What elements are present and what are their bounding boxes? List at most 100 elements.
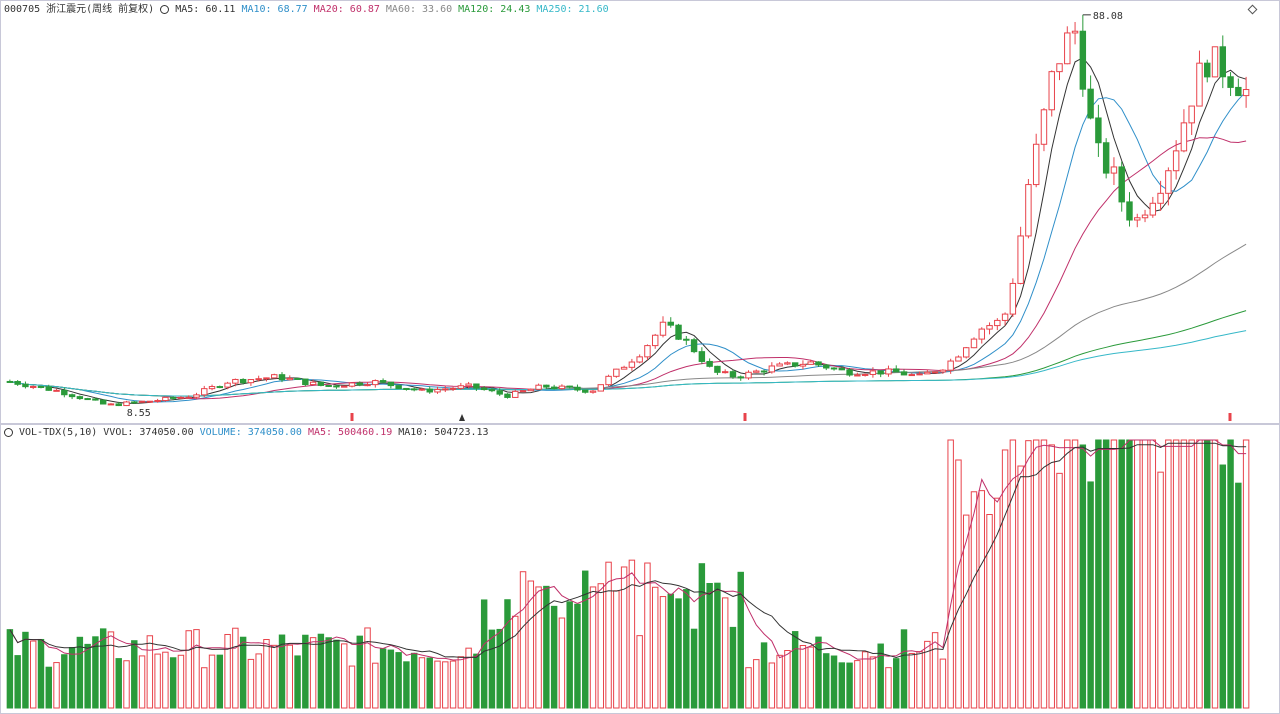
- candle-body: [14, 381, 21, 385]
- volume-bar: [185, 630, 192, 709]
- volume-bar: [488, 629, 496, 709]
- volume-bar: [302, 634, 309, 709]
- candle-body: [986, 325, 993, 330]
- candle-body: [1071, 30, 1079, 34]
- candle-body: [201, 388, 208, 396]
- volume-bar: [1219, 464, 1227, 709]
- candle-body: [776, 363, 783, 367]
- candle-body: [535, 384, 542, 390]
- volume-bar: [1009, 439, 1017, 709]
- candle-body: [955, 356, 962, 362]
- event-arrow-marker: [459, 414, 465, 421]
- candle-body: [1134, 217, 1141, 221]
- candle-body: [115, 403, 122, 407]
- candle-body: [99, 399, 107, 405]
- candle-body: [1227, 76, 1234, 88]
- candle-body: [1180, 122, 1188, 152]
- candle-body: [449, 387, 457, 390]
- candle-body: [830, 367, 838, 370]
- candle-body: [1149, 202, 1157, 216]
- candle-body: [224, 382, 231, 388]
- candle-body: [519, 390, 527, 393]
- candle-body: [1009, 282, 1017, 315]
- candle-body: [61, 389, 68, 396]
- candle-body: [162, 396, 169, 402]
- volume-bar: [644, 562, 651, 709]
- volume-bar: [1095, 439, 1102, 709]
- volume-bar: [84, 643, 91, 709]
- volume-bar: [714, 582, 721, 709]
- candle-body: [76, 396, 84, 400]
- ma-legend-4: MA120: 24.43: [458, 4, 531, 15]
- volume-bar: [970, 491, 978, 709]
- candle-body: [784, 362, 791, 365]
- volume-bar: [1141, 439, 1149, 709]
- candle-body: [1204, 62, 1211, 78]
- volume-bar: [846, 662, 853, 709]
- candle-body: [1056, 63, 1063, 73]
- candle-body: [364, 384, 371, 387]
- event-marker: [743, 413, 747, 421]
- settings-circle-icon[interactable]: [160, 5, 170, 14]
- volume-bar: [854, 660, 861, 709]
- volume-bar: [169, 657, 177, 709]
- candle-body: [613, 368, 620, 377]
- volume-bar: [356, 635, 363, 709]
- candle-body: [410, 388, 418, 391]
- candle-body: [1079, 30, 1087, 90]
- volume-bar: [597, 583, 605, 709]
- volume-bar: [636, 635, 643, 709]
- candle-body: [978, 328, 985, 340]
- candle-body: [1219, 46, 1227, 78]
- candle-body: [356, 382, 363, 386]
- candle-body: [216, 386, 224, 389]
- volume-bar: [527, 580, 535, 709]
- volume-ma-5: [9, 439, 1247, 661]
- candle-body: [1064, 32, 1071, 65]
- volume-bar: [1118, 439, 1125, 709]
- event-marker: [1228, 413, 1232, 421]
- candle-body: [107, 403, 115, 406]
- candle-body: [605, 375, 612, 386]
- candle-body: [721, 371, 729, 374]
- volume-bar: [216, 654, 224, 709]
- candle-body: [791, 362, 799, 367]
- volume-bar: [947, 439, 954, 709]
- volume-bar: [131, 640, 138, 709]
- volume-bar: [605, 561, 612, 709]
- candle-body: [854, 374, 861, 377]
- vol-legend-1: VVOL: 374050.00: [103, 427, 194, 438]
- candle-body: [29, 385, 37, 388]
- volume-bar: [589, 586, 597, 709]
- volume-bar: [753, 659, 760, 709]
- volume-settings-icon[interactable]: [4, 428, 13, 437]
- candle-body: [379, 380, 387, 383]
- volume-bar: [807, 646, 814, 709]
- candle-body: [893, 368, 900, 373]
- volume-bar: [208, 654, 216, 709]
- candle-body: [970, 338, 978, 349]
- volume-bar: [1048, 444, 1055, 709]
- candle-body: [753, 370, 760, 373]
- volume-bar: [1211, 439, 1219, 709]
- volume-bar: [6, 629, 14, 709]
- ma-legend-1: MA10: 68.77: [241, 4, 308, 15]
- volume-bar: [340, 643, 348, 709]
- volume-bar: [729, 626, 737, 709]
- candle-body: [504, 393, 511, 398]
- candle-body: [1095, 117, 1102, 144]
- candle-body: [309, 381, 317, 386]
- volume-bar: [76, 636, 84, 709]
- volume-bar: [278, 634, 286, 709]
- volume-bar: [745, 667, 752, 709]
- candle-body: [185, 396, 192, 399]
- volume-bar: [395, 652, 402, 709]
- volume-bar: [651, 586, 659, 709]
- volume-bar: [45, 666, 52, 709]
- volume-bar: [387, 649, 395, 709]
- candle-body: [620, 366, 628, 370]
- candle-body: [823, 364, 830, 369]
- stock-label: 000705 浙江震元(周线 前复权): [4, 4, 155, 15]
- candle-body: [1040, 109, 1048, 145]
- volume-bar: [1064, 439, 1071, 709]
